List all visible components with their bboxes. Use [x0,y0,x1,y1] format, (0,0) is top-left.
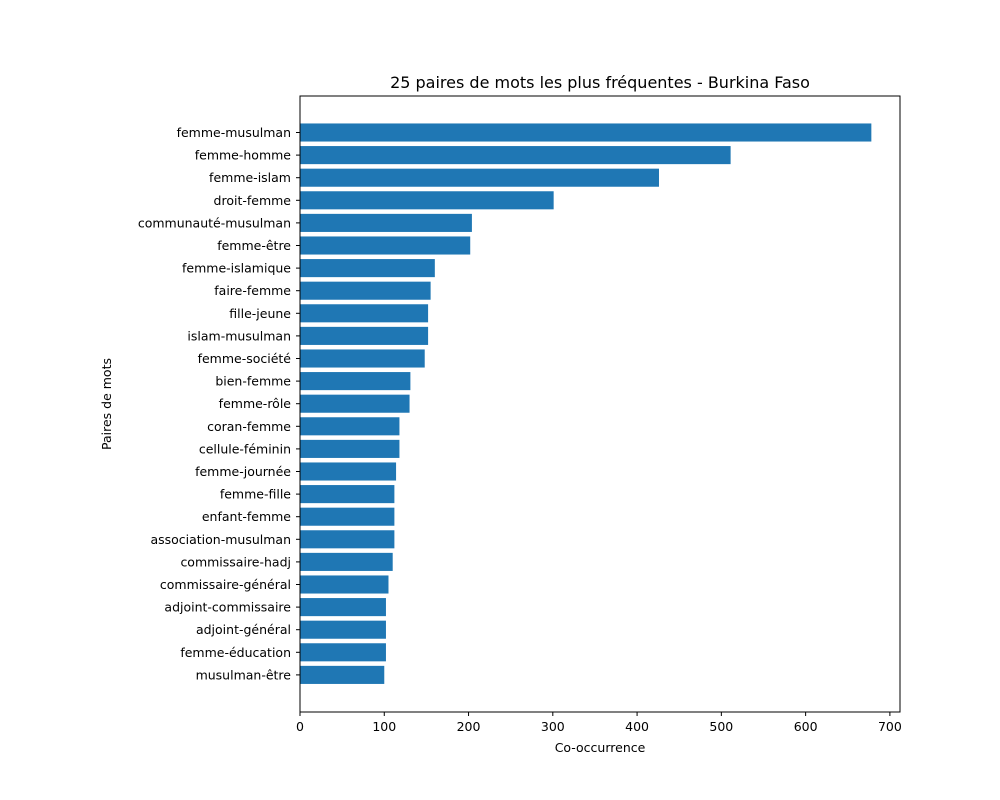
x-tick-label: 600 [794,719,818,734]
chart-title: 25 paires de mots les plus fréquentes - … [390,73,810,92]
y-tick-label: islam-musulman [187,328,291,343]
x-tick-label: 700 [878,719,902,734]
bar-14 [300,417,400,436]
y-tick-label: femme-société [198,351,292,366]
y-tick-label: bien-femme [215,374,291,389]
bar-21 [300,575,389,594]
y-axis-ticks: femme-musulman femme-homme femme-islam droi… [138,125,300,682]
bar-8 [300,281,431,300]
x-tick-label: 0 [296,719,304,734]
bar-7 [300,259,435,278]
bar-11 [300,349,425,368]
bar-6 [300,236,471,255]
bar-19 [300,530,395,549]
bar-20 [300,552,393,571]
bar-15 [300,439,400,458]
bar-10 [300,326,429,345]
y-tick-label: adjoint-général [196,622,291,637]
y-tick-label: femme-éducation [180,645,291,660]
bar-5 [300,213,472,232]
bar-22 [300,598,386,617]
x-axis-label: Co-occurrence [555,740,646,755]
y-tick-label: commissaire-hadj [180,554,291,569]
y-tick-label: adjoint-commissaire [164,600,291,615]
x-tick-label: 100 [372,719,396,734]
bar-2 [300,146,731,165]
y-tick-label: musulman-être [196,667,292,682]
y-tick-label: femme-fille [220,487,291,502]
x-axis-ticks: 0 100 200 300 400 500 600 700 [296,712,902,734]
bar-24 [300,643,386,662]
y-tick-label: droit-femme [214,193,292,208]
x-tick-label: 500 [709,719,733,734]
bar-16 [300,462,397,481]
bars-group [300,123,872,684]
x-tick-label: 200 [457,719,481,734]
x-tick-label: 400 [625,719,649,734]
x-tick-label: 300 [541,719,565,734]
y-tick-label: femme-homme [195,148,292,163]
bar-18 [300,507,395,526]
bar-17 [300,485,395,504]
y-tick-label: femme-islam [209,170,291,185]
y-tick-label: femme-rôle [219,396,292,411]
plot-frame [299,95,901,713]
bar-13 [300,394,410,413]
y-tick-label: communauté-musulman [138,215,291,230]
bar-12 [300,372,411,391]
y-tick-label: cellule-féminin [199,441,291,456]
y-tick-label: commissaire-général [160,577,291,592]
bar-25 [300,665,385,684]
bar-23 [300,620,386,639]
y-tick-label: femme-musulman [177,125,291,140]
y-tick-label: fille-jeune [229,306,291,321]
bar-4 [300,191,554,210]
bar-3 [300,168,659,187]
y-tick-label: coran-femme [207,419,291,434]
bar-1 [300,123,872,142]
y-tick-label: association-musulman [150,532,291,547]
bar-9 [300,304,429,323]
y-tick-label: enfant-femme [202,509,291,524]
y-tick-label: femme-être [217,238,291,253]
y-tick-label: femme-journée [195,464,291,479]
y-tick-label: femme-islamique [182,261,291,276]
y-tick-label: faire-femme [214,283,291,298]
y-axis-label: Paires de mots [99,358,114,450]
